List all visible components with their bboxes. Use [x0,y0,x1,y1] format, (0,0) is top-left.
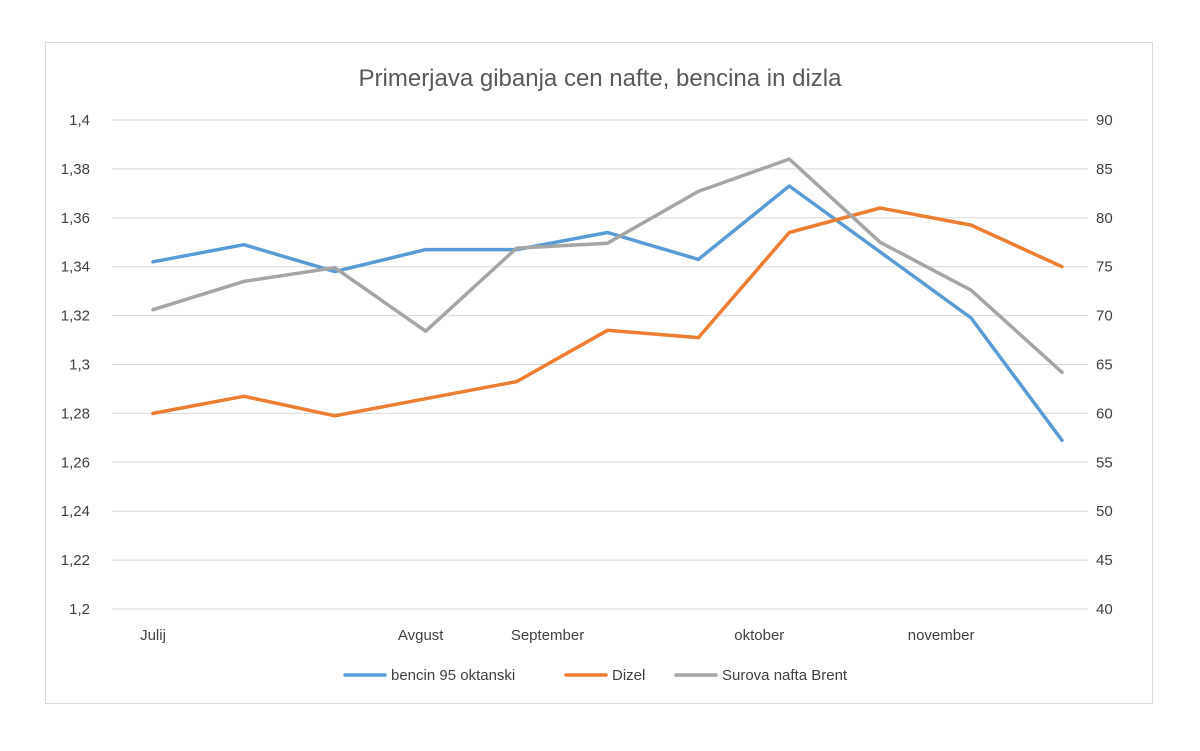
legend-label: Surova nafta Brent [722,667,848,684]
series-line-0 [151,184,1064,443]
x-axis-ticks: Julij Avgust September oktober november [140,627,974,644]
right-tick-label: 70 [1096,308,1113,325]
series-line-1 [151,206,1064,418]
left-tick-label: 1,32 [61,308,90,325]
x-tick-label: oktober [734,627,784,644]
chart-frame [45,42,1153,704]
left-tick-label: 1,3 [69,357,90,374]
right-axis-ticks: 40 45 50 55 60 65 70 75 80 85 90 [1096,112,1113,618]
left-tick-label: 1,38 [61,161,90,178]
chart-title: Primerjava gibanja cen nafte, bencina in… [359,65,843,92]
series-lines [151,157,1064,443]
x-tick-label: Avgust [398,627,444,644]
right-tick-label: 85 [1096,161,1113,178]
right-tick-label: 50 [1096,503,1113,520]
right-tick-label: 65 [1096,357,1113,374]
left-tick-label: 1,2 [69,601,90,618]
right-tick-label: 80 [1096,210,1113,227]
left-tick-label: 1,28 [61,405,90,422]
right-tick-label: 55 [1096,454,1113,471]
right-tick-label: 75 [1096,259,1113,276]
left-axis-ticks: 1,2 1,22 1,24 1,26 1,28 1,3 1,32 1,34 1,36 1,38 1,… [61,112,90,618]
legend-label: bencin 95 oktanski [391,667,515,684]
right-tick-label: 45 [1096,552,1113,569]
left-tick-label: 1,34 [61,259,90,276]
left-tick-label: 1,24 [61,503,90,520]
x-tick-label: Julij [140,627,166,644]
legend: bencin 95 oktanski Dizel Surova nafta Bren… [343,667,848,684]
right-tick-label: 40 [1096,601,1113,618]
right-tick-label: 90 [1096,112,1113,129]
gridlines [112,119,1088,610]
series-line-2 [151,157,1064,375]
x-tick-label: September [511,627,584,644]
left-tick-label: 1,26 [61,454,90,471]
left-tick-label: 1,22 [61,552,90,569]
left-tick-label: 1,36 [61,210,90,227]
left-tick-label: 1,4 [69,112,90,129]
legend-label: Dizel [612,667,645,684]
x-tick-label: november [908,627,975,644]
right-tick-label: 60 [1096,405,1113,422]
